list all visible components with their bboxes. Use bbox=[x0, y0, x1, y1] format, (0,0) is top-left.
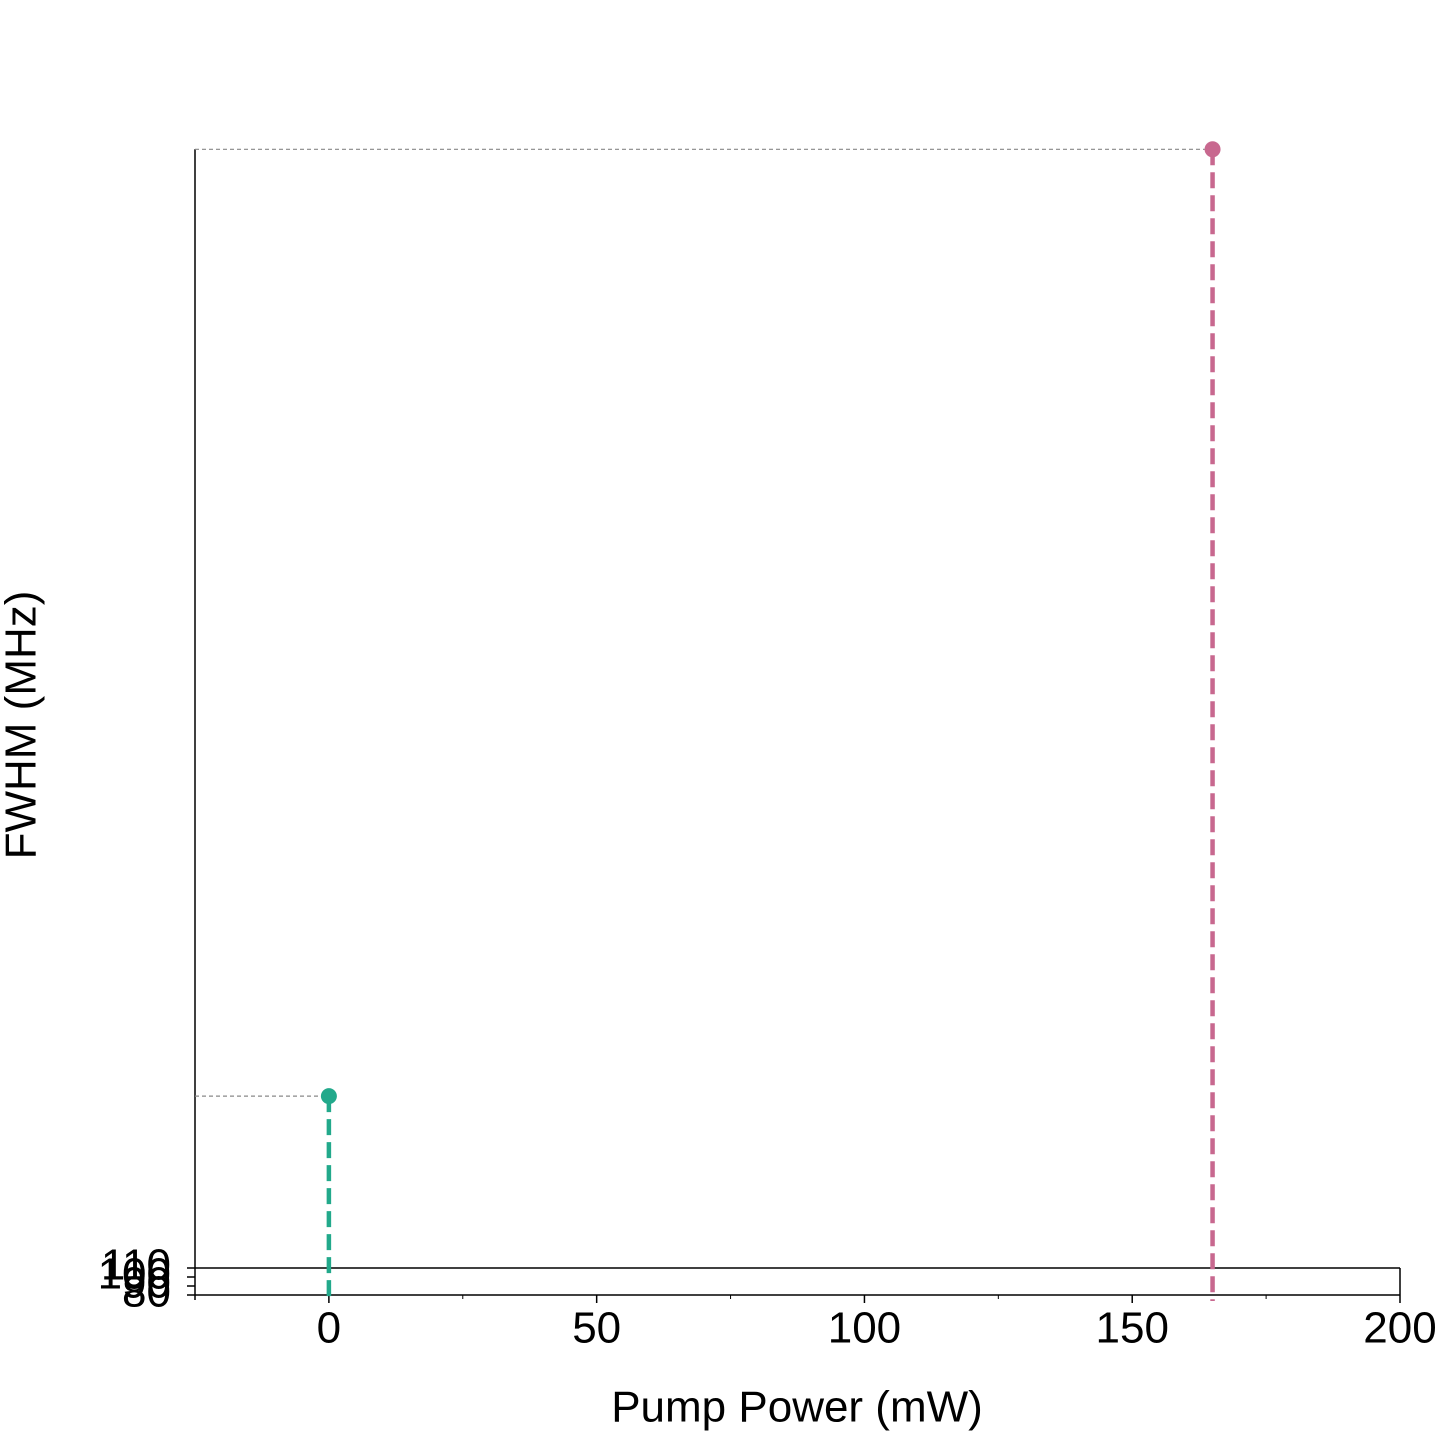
y-tick-label: 90 bbox=[122, 1259, 171, 1308]
stem-point bbox=[320, 1088, 337, 1105]
y-tick-label: 110 bbox=[101, 1241, 171, 1290]
y-tick-label: 80 bbox=[122, 1268, 171, 1317]
x-tick-label: 50 bbox=[572, 1304, 621, 1353]
x-axis-label: Pump Power (mW) bbox=[611, 1383, 983, 1432]
y-axis-label: FWHM (MHz) bbox=[0, 591, 46, 860]
y-tick-label: 100 bbox=[98, 1250, 171, 1299]
x-tick-label: 0 bbox=[317, 1304, 341, 1353]
x-tick-label: 150 bbox=[1096, 1304, 1169, 1353]
x-tick-label: 100 bbox=[828, 1304, 901, 1353]
x-tick-label: 200 bbox=[1363, 1304, 1436, 1353]
stem-point bbox=[1204, 141, 1221, 158]
